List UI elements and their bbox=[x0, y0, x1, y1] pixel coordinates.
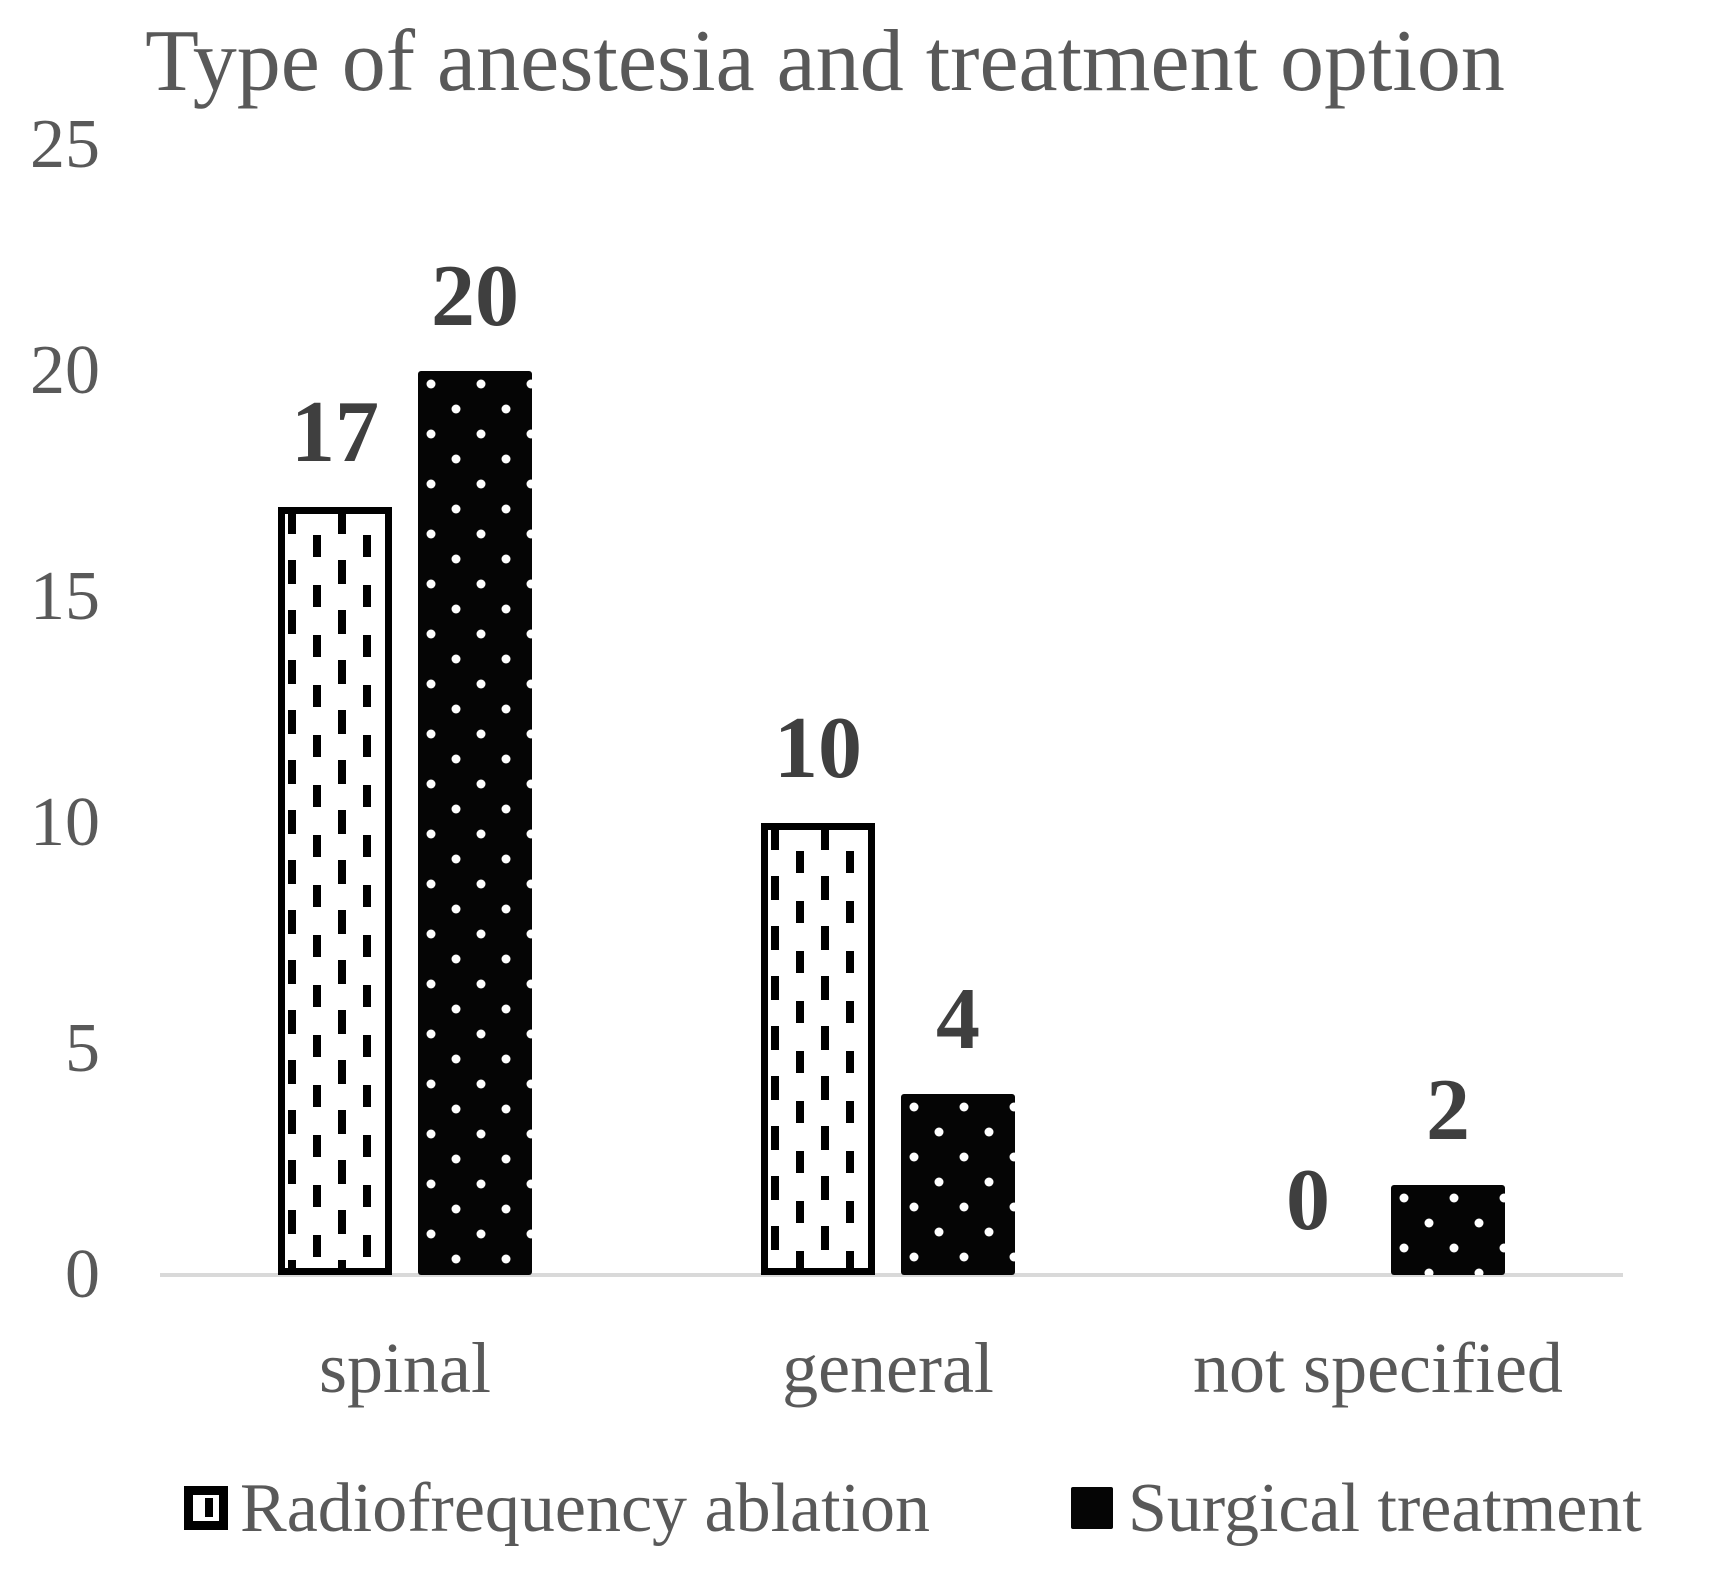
bar-surgical-treatment-general bbox=[901, 1094, 1015, 1275]
bar-slot-radiofrequency-ablation-general: 10 bbox=[761, 705, 875, 1275]
bar-slot-surgical-treatment-general: 4 bbox=[901, 976, 1015, 1275]
y-axis-tick-label: 20 bbox=[30, 332, 100, 409]
legend-label-surgical-treatment: Surgical treatment bbox=[1128, 1470, 1642, 1547]
bar-value-label: 17 bbox=[291, 384, 379, 481]
x-axis-baseline bbox=[160, 1273, 1623, 1277]
bar-slot-radiofrequency-ablation-spinal: 17 bbox=[278, 389, 392, 1275]
x-axis-label-not-specified: not specified bbox=[1193, 1328, 1563, 1408]
bar-value-label: 2 bbox=[1426, 1062, 1470, 1159]
bar-surgical-treatment-not-specified bbox=[1391, 1185, 1505, 1275]
bar-surgical-treatment-spinal bbox=[418, 371, 532, 1275]
category-group-spinal: 17 20 bbox=[278, 253, 532, 1275]
bar-radiofrequency-ablation-spinal bbox=[278, 507, 392, 1275]
bar-value-label: 20 bbox=[431, 248, 519, 345]
bar-value-label: 0 bbox=[1286, 1152, 1330, 1249]
y-axis-tick-label: 10 bbox=[30, 784, 100, 861]
bar-slot-radiofrequency-ablation-not-specified: 0 bbox=[1251, 1157, 1365, 1275]
bar-value-label: 4 bbox=[936, 971, 980, 1068]
y-axis-tick-label: 5 bbox=[65, 1010, 100, 1087]
y-axis-tick-label: 0 bbox=[65, 1236, 100, 1313]
x-axis-label-general: general bbox=[782, 1328, 994, 1408]
bar-radiofrequency-ablation-general bbox=[761, 823, 875, 1275]
bar-slot-surgical-treatment-not-specified: 2 bbox=[1391, 1067, 1505, 1275]
legend-label-radiofrequency-ablation: Radiofrequency ablation bbox=[240, 1470, 931, 1547]
bar-slot-surgical-treatment-spinal: 20 bbox=[418, 253, 532, 1275]
chart-title: Type of anestesia and treatment option bbox=[145, 13, 1505, 110]
y-axis-tick-label: 25 bbox=[30, 106, 100, 183]
legend-swatch-radiofrequency-ablation-icon bbox=[184, 1486, 228, 1530]
category-group-general: 10 4 bbox=[761, 705, 1015, 1275]
bar-value-label: 10 bbox=[774, 700, 862, 797]
y-axis-tick-label: 15 bbox=[30, 558, 100, 635]
legend-swatch-surgical-treatment-icon bbox=[1071, 1487, 1113, 1529]
x-axis-label-spinal: spinal bbox=[319, 1328, 491, 1408]
